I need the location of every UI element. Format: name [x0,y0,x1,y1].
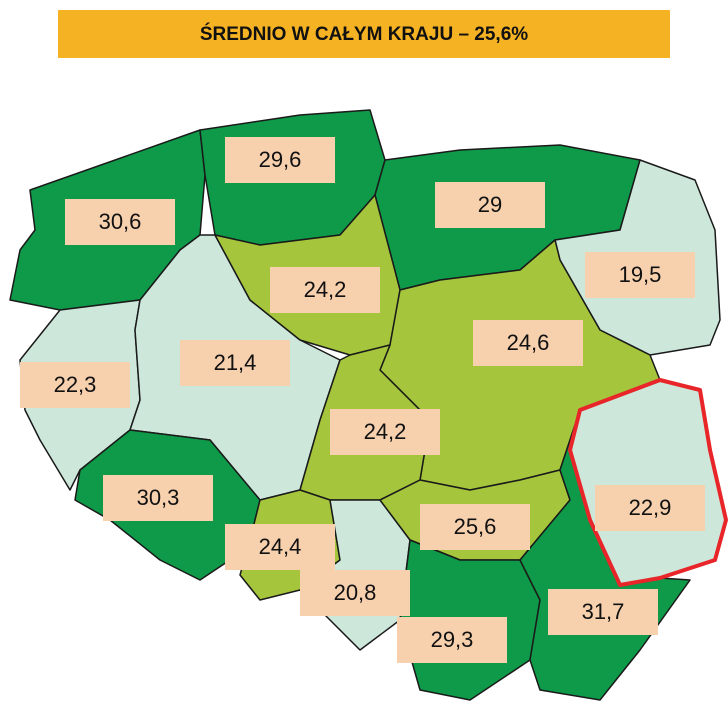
region-highlight [568,378,728,587]
label-box [20,362,130,408]
title-banner [58,10,670,58]
region-label: 22,9 [629,495,672,520]
region-label: 29 [478,192,502,217]
label-box [300,570,410,616]
region-label: 29,6 [259,147,302,172]
region-label: 24,2 [364,419,407,444]
labels: 30,6 29,6 29 19,5 22,3 21,4 24,2 24,6 24,2 22,9 30… [20,137,705,663]
region-label: 25,6 [454,514,497,539]
title: ŚREDNIO W CAŁYM KRAJU – 25,6% [200,23,528,45]
label-box [548,589,658,635]
region-label: 30,3 [137,485,180,510]
label-box [103,475,213,521]
region-label: 24,6 [507,330,550,355]
region-label: 30,6 [99,209,142,234]
region-label: 19,5 [619,262,662,287]
label-box [180,340,290,386]
region-label: 31,7 [582,599,625,624]
region-label: 24,2 [304,277,347,302]
region-label: 20,8 [334,580,377,605]
outlines [568,378,728,587]
label-box [420,504,530,550]
region-label: 24,4 [259,534,302,559]
label-box [270,267,380,313]
label-box [585,252,695,298]
label-box [595,485,705,531]
label-box [225,524,335,570]
label-box [435,182,545,228]
label-box [473,320,583,366]
region-label: 29,3 [431,627,474,652]
label-box [330,409,440,455]
label-box [225,137,335,183]
region-label: 22,3 [54,372,97,397]
label-box [397,617,507,663]
label-box [65,199,175,245]
region-label: 21,4 [214,350,257,375]
